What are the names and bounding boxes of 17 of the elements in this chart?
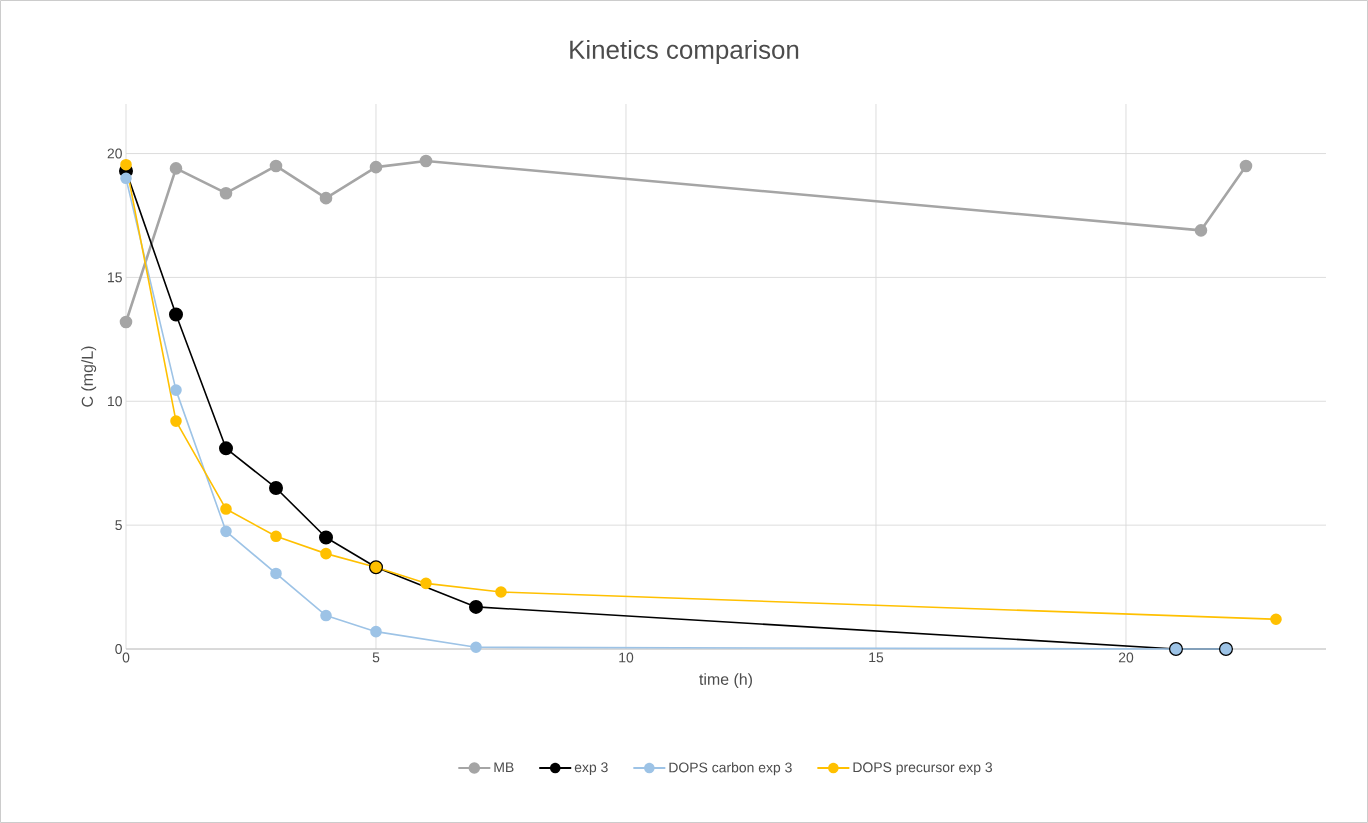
x-tick-label: 5: [372, 652, 380, 663]
x-tick-label: 10: [619, 652, 634, 663]
y-tick-label: 5: [115, 520, 122, 531]
y-tick-label: 15: [108, 272, 122, 283]
y-tick-label: 0: [115, 644, 122, 654]
legend-label: MB: [494, 762, 514, 773]
y-tick-label: 20: [107, 148, 122, 159]
y-tick-label: 10: [108, 396, 122, 407]
legend-label: DOPS carbon exp 3: [669, 762, 792, 776]
chart-title: Kinetics comparison: [570, 39, 799, 65]
x-tick-label: 0: [122, 652, 130, 663]
x-axis-title: time (h): [699, 673, 752, 689]
legend-label: DOPS precursor exp 3: [853, 762, 993, 775]
legend-label: exp 3: [574, 762, 608, 775]
y-axis-title: C (mg/L): [81, 346, 97, 407]
x-tick-label: 15: [869, 652, 884, 663]
x-tick-label: 20: [1118, 652, 1134, 663]
